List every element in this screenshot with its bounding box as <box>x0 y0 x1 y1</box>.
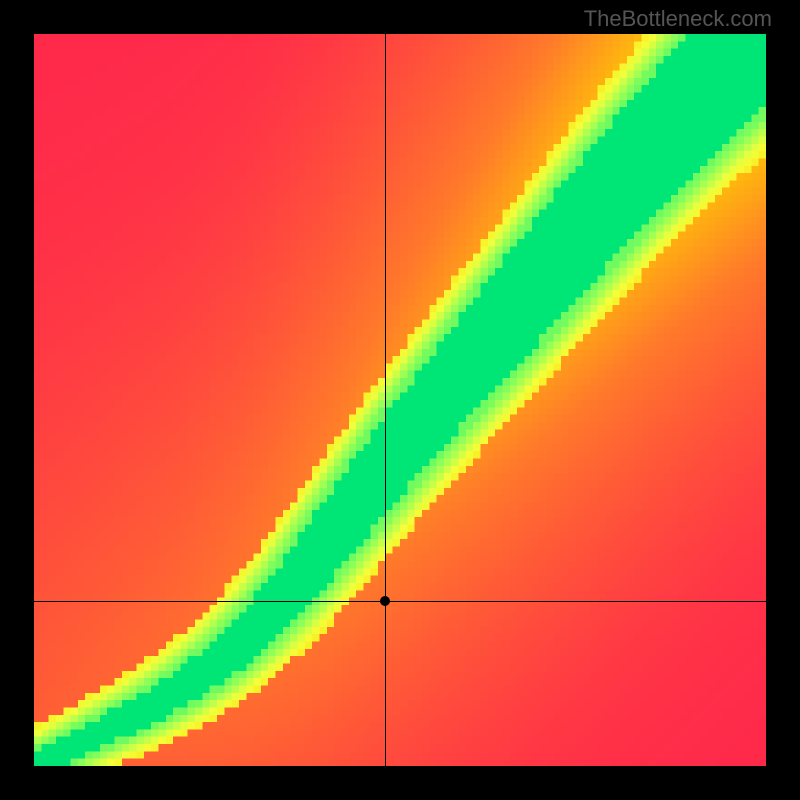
watermark-text: TheBottleneck.com <box>584 6 772 32</box>
heatmap-plot <box>34 34 766 766</box>
heatmap-canvas <box>34 34 766 766</box>
crosshair-horizontal <box>34 601 766 602</box>
crosshair-vertical <box>385 34 386 766</box>
marker-dot <box>380 596 390 606</box>
